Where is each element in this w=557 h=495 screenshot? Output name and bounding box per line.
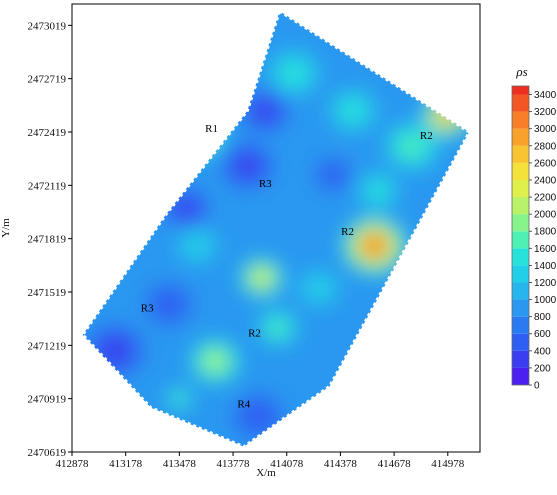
- hotspot-2-level-1: [240, 400, 276, 433]
- colorbar-band-16: [512, 94, 529, 112]
- x-tick-label-2: 413478: [163, 458, 197, 470]
- colorbar-band-2: [512, 333, 529, 351]
- hotspot-1-level-1: [320, 162, 347, 187]
- colorbar-tick-label-5: 1000: [534, 295, 557, 306]
- hotspot-17-level-7: [256, 273, 267, 283]
- x-tick-label-7: 414978: [431, 458, 465, 470]
- colorbar-tick-label-8: 1600: [534, 244, 557, 255]
- colorbar-tick-label-0: 0: [534, 381, 540, 392]
- y-axis-ticks: 2470619 2470919 2471219 2471519 2471819 24721…: [28, 20, 72, 459]
- region-label-1: R2: [420, 130, 433, 142]
- hotspot-5-level-2: [174, 197, 199, 219]
- colorbar-tick-label-6: 1200: [534, 278, 557, 289]
- hotspot-12-level-3: [269, 319, 287, 336]
- hotspot-10-level-2: [340, 99, 366, 122]
- plot-frame: [71, 3, 481, 453]
- y-axis-label: Y/m: [0, 218, 12, 238]
- colorbar-tick-label-10: 2000: [534, 210, 557, 221]
- colorbar-tick-label-12: 2400: [534, 175, 557, 186]
- hotspot-3-level-1: [304, 275, 334, 302]
- y-tick-label-1: 2470919: [28, 394, 67, 406]
- colorbar-tick-label-9: 1800: [534, 227, 557, 238]
- colorbar-band-10: [512, 197, 529, 215]
- y-tick-label-7: 2472719: [28, 74, 67, 86]
- colorbar-label: ρs: [515, 64, 527, 79]
- hotspot-9-level-2: [280, 61, 308, 86]
- colorbar-frame: [511, 85, 530, 386]
- x-axis-ticks: 412878 413178 413478 413778 414078 414378 4146…: [56, 452, 465, 470]
- colorbar-band-4: [512, 299, 529, 317]
- survey-area: [82, 11, 470, 447]
- colorbar-band-12: [512, 162, 529, 180]
- region-label-6: R4: [237, 399, 250, 411]
- colorbar-band-0: [512, 367, 529, 385]
- colorbar-tick-label-2: 400: [534, 346, 551, 357]
- region-label-5: R2: [248, 327, 261, 339]
- region-label-2: R3: [259, 178, 272, 190]
- y-tick-label-5: 2472119: [28, 180, 67, 192]
- x-axis-label: X/m: [256, 467, 276, 479]
- hotspot-15-level-5: [207, 354, 223, 369]
- y-tick-label-0: 2470619: [28, 447, 67, 459]
- hotspot-11-level-2: [99, 336, 131, 365]
- x-tick-label-0: 412878: [56, 458, 90, 470]
- region-label-3: R2: [341, 226, 354, 238]
- hotspot-6-level-2: [367, 181, 389, 201]
- colorbar-tick-label-3: 600: [534, 329, 551, 340]
- colorbar-band-7: [512, 248, 529, 266]
- colorbar-tick-label-15: 3000: [534, 124, 557, 135]
- x-tick-label-1: 413178: [109, 458, 143, 470]
- hotspot-8-level-2: [252, 99, 278, 122]
- y-tick-label-6: 2472419: [28, 127, 67, 139]
- y-tick-label-4: 2471819: [28, 234, 67, 246]
- survey-outline: [80, 8, 472, 449]
- colorbar-tick-label-11: 2200: [534, 193, 557, 204]
- y-tick-label-3: 2471519: [28, 287, 67, 299]
- colorbar-tick-label-1: 200: [534, 363, 551, 374]
- colorbar-band-17: [512, 86, 529, 95]
- hotspot-7-level-2: [233, 153, 261, 178]
- colorbar-band-8: [512, 231, 529, 249]
- colorbar-band-6: [512, 265, 529, 283]
- colorbar: 0 200 400 600 800 1000 1200 1400 1600 1800 2000 220…: [511, 85, 557, 392]
- y-tick-label-2: 2471219: [28, 340, 67, 352]
- region-label-4: R3: [141, 303, 154, 315]
- colorbar-tick-label-13: 2600: [534, 158, 557, 169]
- y-tick-label-8: 2473019: [28, 20, 67, 32]
- region-labels: R1 R2 R3 R2 R3 R2 R4: [141, 123, 433, 411]
- x-tick-label-3: 413778: [217, 458, 251, 470]
- x-tick-label-4: 414078: [270, 458, 304, 470]
- x-tick-label-5: 414378: [324, 458, 358, 470]
- colorbar-tick-label-7: 1400: [534, 261, 557, 272]
- hotspot-0-level-1: [182, 232, 212, 259]
- hotspot-16-level-0: [175, 113, 226, 159]
- colorbar-tick-label-14: 2800: [534, 141, 557, 152]
- colorbar-band-5: [512, 282, 529, 300]
- colorbar-tick-label-17: 3400: [534, 90, 557, 101]
- hotspot-4-level-1: [151, 289, 186, 320]
- colorbar-band-13: [512, 145, 529, 163]
- colorbar-band-15: [512, 111, 529, 129]
- x-tick-label-6: 414678: [378, 458, 412, 470]
- colorbar-tick-label-16: 3200: [534, 107, 557, 118]
- colorbar-band-3: [512, 316, 529, 334]
- hotspot-19-level-12: [369, 241, 380, 251]
- colorbar-band-11: [512, 179, 529, 198]
- colorbar-band-9: [512, 214, 529, 232]
- region-label-0: R1: [205, 123, 218, 135]
- colorbar-band-14: [512, 128, 529, 146]
- hotspot-13-level-3: [173, 393, 186, 404]
- colorbar-band-1: [512, 350, 529, 368]
- colorbar-tick-label-4: 800: [534, 312, 551, 323]
- hotspot-14-level-3: [400, 135, 424, 157]
